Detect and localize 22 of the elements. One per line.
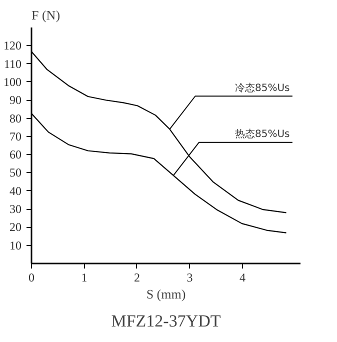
annotation: 冷态85%Us <box>234 82 290 94</box>
y-tick-label: 30 <box>10 202 22 216</box>
y-tick-label: 70 <box>10 129 22 144</box>
y-tick-label: 80 <box>10 111 22 126</box>
y-tick-label: 60 <box>10 148 22 162</box>
y-tick-label: 110 <box>4 56 22 71</box>
y-tick-label: 20 <box>10 220 22 234</box>
y-tick-label: 40 <box>10 184 22 198</box>
x-tick-label: 3 <box>186 270 193 284</box>
y-tick-label: 90 <box>10 93 22 108</box>
y-axis-title: F (N) <box>32 8 60 22</box>
y-tick-label: 50 <box>10 166 22 180</box>
text: MFZ12-37YDT <box>111 312 222 330</box>
y-tick-label: 100 <box>4 74 22 89</box>
x-tick-label: 0 <box>28 270 34 284</box>
x-tick-label: 2 <box>134 270 140 284</box>
y-tick-label: 10 <box>10 238 22 252</box>
x-axis-title: S (mm) <box>146 286 186 302</box>
x-tick-label: 1 <box>81 270 88 284</box>
x-tick-label: 4 <box>239 270 246 284</box>
y-tick-label: 120 <box>4 38 22 53</box>
annotation: 热态85%Us <box>234 128 290 140</box>
